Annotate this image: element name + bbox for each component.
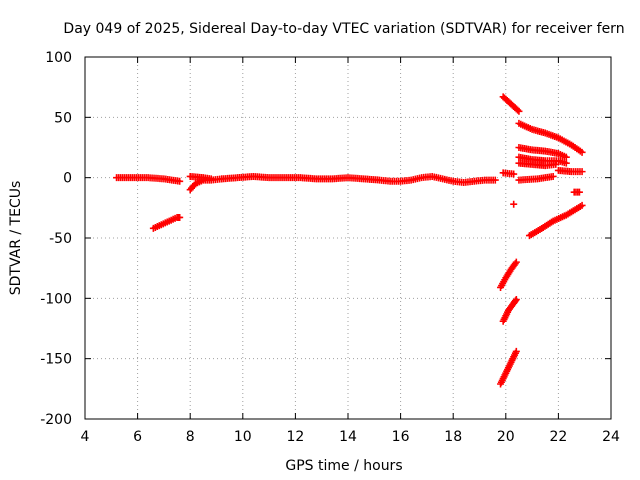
data-points [113,93,586,388]
x-tick-label: 14 [339,429,357,445]
data-point [562,159,570,167]
data-point [512,296,520,304]
y-axis-label: SDTVAR / TECUs [8,181,24,296]
x-tick-label: 18 [444,429,462,445]
x-tick-label: 10 [234,429,252,445]
x-tick-label: 8 [186,429,195,445]
axes: 4 6 8 10 12 14 16 18 20 22 24 100 50 0 -50 -100 -150 -200 [40,50,620,445]
chart-title: Day 049 of 2025, Sidereal Day-to-day VTE… [63,21,624,37]
x-tick-label: 16 [392,429,410,445]
data-point [510,170,518,178]
x-tick-label: 22 [549,429,567,445]
data-point [512,347,520,355]
data-point [578,168,586,176]
data-point [512,258,520,266]
y-tick-label: -200 [40,412,72,428]
x-tick-label: 20 [497,429,515,445]
y-tick-label: 100 [45,50,72,66]
data-point [511,297,519,305]
x-tick-label: 4 [81,429,90,445]
data-point [176,213,184,221]
y-tick-label: 50 [54,110,72,126]
y-tick-label: 0 [63,171,72,187]
y-tick-label: -150 [40,352,72,368]
x-tick-label: 6 [133,429,142,445]
data-point [562,153,570,161]
y-tick-label: -100 [40,291,72,307]
data-point [515,107,523,115]
data-point [578,201,586,209]
data-point [491,176,499,184]
x-tick-label: 12 [286,429,304,445]
data-point [207,175,215,183]
grid-lines [85,57,611,419]
data-point [575,188,583,196]
x-axis-label: GPS time / hours [285,458,402,474]
x-tick-label: 24 [602,429,620,445]
data-point [510,200,518,208]
data-point [511,260,519,268]
data-point [176,177,184,185]
data-point [514,106,522,114]
data-point [552,160,560,168]
y-tick-label: -50 [49,231,72,247]
data-point [578,148,586,156]
data-point [549,172,557,180]
